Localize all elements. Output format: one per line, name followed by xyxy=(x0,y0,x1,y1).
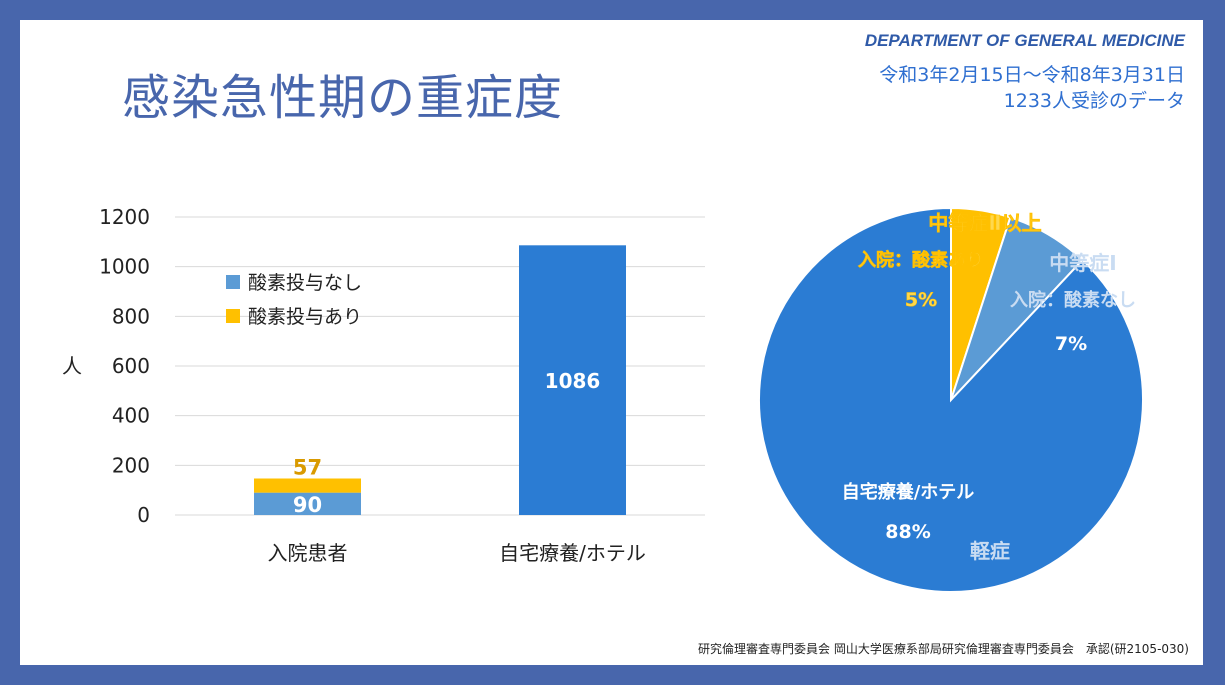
data-label: 1086 xyxy=(545,369,601,393)
data-label: 90 xyxy=(293,493,322,517)
data-label: 57 xyxy=(293,455,322,479)
bar-segment xyxy=(519,245,626,515)
footer-approval: 研究倫理審査専門委員会 岡山大学医療系部局研究倫理審査専門委員会 承認(研210… xyxy=(698,642,1189,656)
pie-percent-label: 88% xyxy=(885,521,930,543)
pie-sub-label: 入院：酸素あり xyxy=(858,249,984,271)
x-tick-label: 入院患者 xyxy=(268,541,348,565)
bar-segment xyxy=(254,478,361,493)
y-axis-label: 人 xyxy=(62,354,82,378)
legend-item-no-oxygen: 酸素投与なし xyxy=(226,268,362,295)
y-tick-label: 1000 xyxy=(99,255,150,279)
y-tick-label: 0 xyxy=(137,503,150,527)
legend-item-oxygen: 酸素投与あり xyxy=(226,302,362,329)
pie-percent-label: 7% xyxy=(1055,333,1087,355)
x-tick-label: 自宅療養/ホテル xyxy=(499,541,646,565)
legend-label: 酸素投与あり xyxy=(248,306,363,328)
patient-count: 1233人受診のデータ xyxy=(1003,90,1185,112)
pie-sub-label: 入院：酸素なし xyxy=(1010,289,1136,311)
department-label: DEPARTMENT OF GENERAL MEDICINE xyxy=(864,31,1185,50)
pie-category-label: 中等症Ⅱ以上 xyxy=(928,211,1041,235)
y-tick-label: 400 xyxy=(112,404,150,428)
legend-swatch xyxy=(226,274,240,289)
bar-segment xyxy=(254,492,361,515)
pie-sub-label: 自宅療養/ホテル xyxy=(842,481,975,503)
legend-label: 酸素投与なし xyxy=(248,272,363,294)
y-tick-label: 1200 xyxy=(99,205,150,229)
data-period: 令和3年2月15日～令和8年3月31日 1233人受診のデータ xyxy=(879,62,1185,114)
page-title: 感染急性期の重症度 xyxy=(122,70,564,126)
pie-category-label: 軽症 xyxy=(970,539,1010,563)
pie-category-label: 中等症Ⅰ xyxy=(1049,251,1116,275)
pie-percent-label: 5% xyxy=(905,289,937,311)
y-tick-label: 800 xyxy=(112,304,150,328)
legend-swatch xyxy=(226,308,240,323)
y-tick-label: 200 xyxy=(112,453,150,477)
period-text: 令和3年2月15日～令和8年3月31日 xyxy=(879,64,1185,86)
y-tick-label: 600 xyxy=(112,354,150,378)
pie-slice xyxy=(758,206,1144,593)
